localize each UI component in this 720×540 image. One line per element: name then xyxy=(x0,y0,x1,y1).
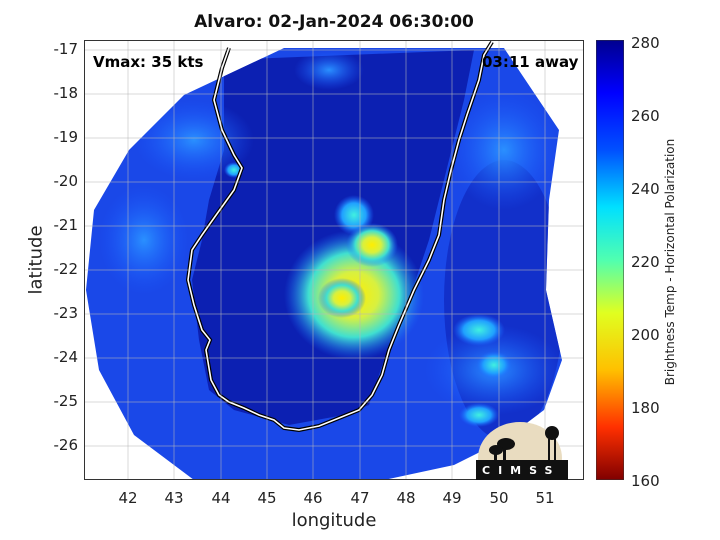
colorbar-tick-label: 240 xyxy=(631,180,660,198)
colorbar-tick-label: 160 xyxy=(631,472,660,490)
x-tick-label: 51 xyxy=(535,489,555,507)
satellite-map xyxy=(84,40,584,480)
x-axis-label: longitude xyxy=(291,510,377,531)
colorbar-tick-label: 280 xyxy=(631,34,660,52)
x-tick-label: 50 xyxy=(489,489,509,507)
y-tick-label: -24 xyxy=(53,348,79,366)
cimss-logo-text: CIMSS xyxy=(482,464,561,477)
cimss-logo xyxy=(476,422,568,480)
time-away-label: 03:11 away xyxy=(482,53,579,71)
vmax-label: Vmax: 35 kts xyxy=(93,53,204,71)
colorbar-tick-label: 260 xyxy=(631,107,660,125)
y-tick-label: -22 xyxy=(53,260,79,278)
x-tick-label: 45 xyxy=(257,489,277,507)
y-tick-label: -20 xyxy=(53,172,79,190)
y-tick-label: -19 xyxy=(53,128,79,146)
colorbar-tick-label: 200 xyxy=(631,326,660,344)
y-tick-label: -21 xyxy=(53,216,79,234)
plot-title: Alvaro: 02-Jan-2024 06:30:00 xyxy=(194,12,474,32)
x-tick-label: 42 xyxy=(118,489,138,507)
y-tick-label: -26 xyxy=(53,436,79,454)
y-tick-label: -17 xyxy=(53,40,79,58)
x-tick-label: 47 xyxy=(350,489,370,507)
x-tick-label: 43 xyxy=(164,489,184,507)
x-tick-label: 49 xyxy=(442,489,462,507)
x-tick-label: 48 xyxy=(396,489,416,507)
y-tick-label: -23 xyxy=(53,304,79,322)
colorbar-tick-label: 180 xyxy=(631,399,660,417)
colorbar-tick-label: 220 xyxy=(631,253,660,271)
x-tick-label: 46 xyxy=(303,489,323,507)
y-tick-label: -18 xyxy=(53,84,79,102)
y-tick-label: -25 xyxy=(53,392,79,410)
colorbar-label: Brightness Temp - Horizontal Polarizatio… xyxy=(663,138,677,386)
grid-lines xyxy=(84,40,584,480)
colorbar xyxy=(596,40,624,480)
x-tick-label: 44 xyxy=(211,489,231,507)
